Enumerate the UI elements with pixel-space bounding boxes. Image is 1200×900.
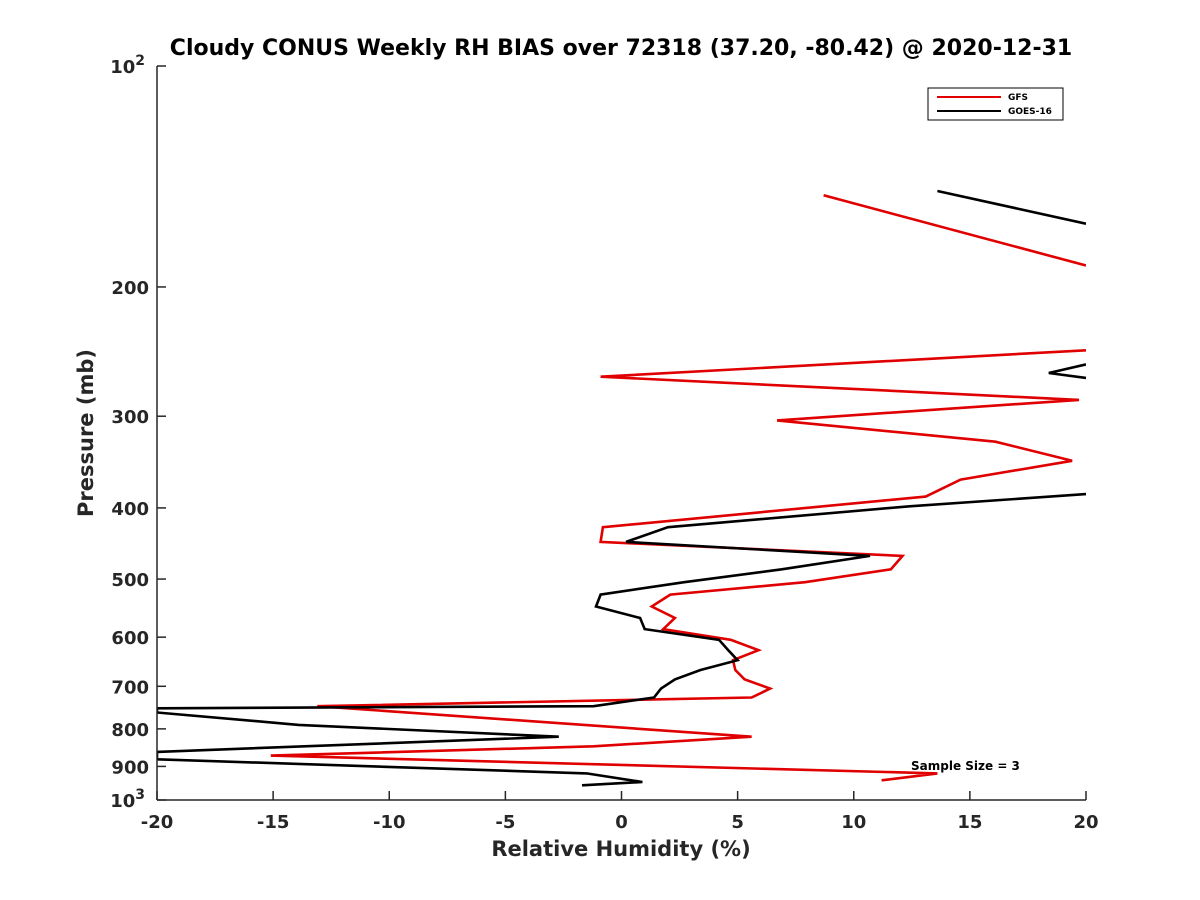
- x-tick-label: -5: [495, 812, 515, 833]
- y-tick-label: 800: [111, 720, 149, 741]
- y-tick-label: 400: [111, 499, 149, 520]
- y-tick-label: 900: [111, 757, 149, 778]
- y-major-tick-label: 103: [110, 787, 145, 812]
- y-axis-ticks: 200 300 400 500 600 700 800 900 102 103: [110, 53, 166, 812]
- x-tick-label: -20: [141, 812, 174, 833]
- series-line-gfs: [823, 194, 1086, 267]
- y-axis-label: Pressure (mb): [74, 349, 98, 517]
- chart-title: Cloudy CONUS Weekly RH BIAS over 72318 (…: [170, 36, 1072, 61]
- x-tick-label: -10: [373, 812, 406, 833]
- series-line-goes-16: [1048, 363, 1086, 380]
- series-line-goes-16: [937, 189, 1086, 225]
- x-tick-label: -15: [257, 812, 290, 833]
- y-tick-label: 700: [111, 677, 149, 698]
- x-tick-label: 0: [615, 812, 628, 833]
- legend: GFS GOES-16: [927, 87, 1064, 121]
- plot-area: [157, 189, 1086, 787]
- series-line-goes-16: [157, 492, 1086, 787]
- y-tick-label: 300: [111, 407, 149, 428]
- legend-box: [927, 87, 1064, 121]
- x-tick-label: 15: [957, 812, 982, 833]
- y-tick-label: 500: [111, 570, 149, 591]
- x-axis-ticks: -20 -15 -10 -5 0 5 10 15 20: [141, 791, 1099, 833]
- series-line-gfs: [270, 349, 1086, 782]
- x-tick-label: 10: [841, 812, 866, 833]
- legend-label-gfs: GFS: [1008, 93, 1028, 103]
- legend-label-goes16: GOES-16: [1008, 107, 1052, 117]
- x-axis-label: Relative Humidity (%): [491, 837, 750, 861]
- y-major-tick-label: 102: [110, 53, 145, 78]
- y-tick-label: 600: [111, 628, 149, 649]
- sample-size-annotation: Sample Size = 3: [911, 759, 1020, 773]
- y-tick-label: 200: [111, 278, 149, 299]
- x-tick-label: 20: [1073, 812, 1098, 833]
- x-tick-label: 5: [731, 812, 744, 833]
- series-group: [157, 189, 1086, 787]
